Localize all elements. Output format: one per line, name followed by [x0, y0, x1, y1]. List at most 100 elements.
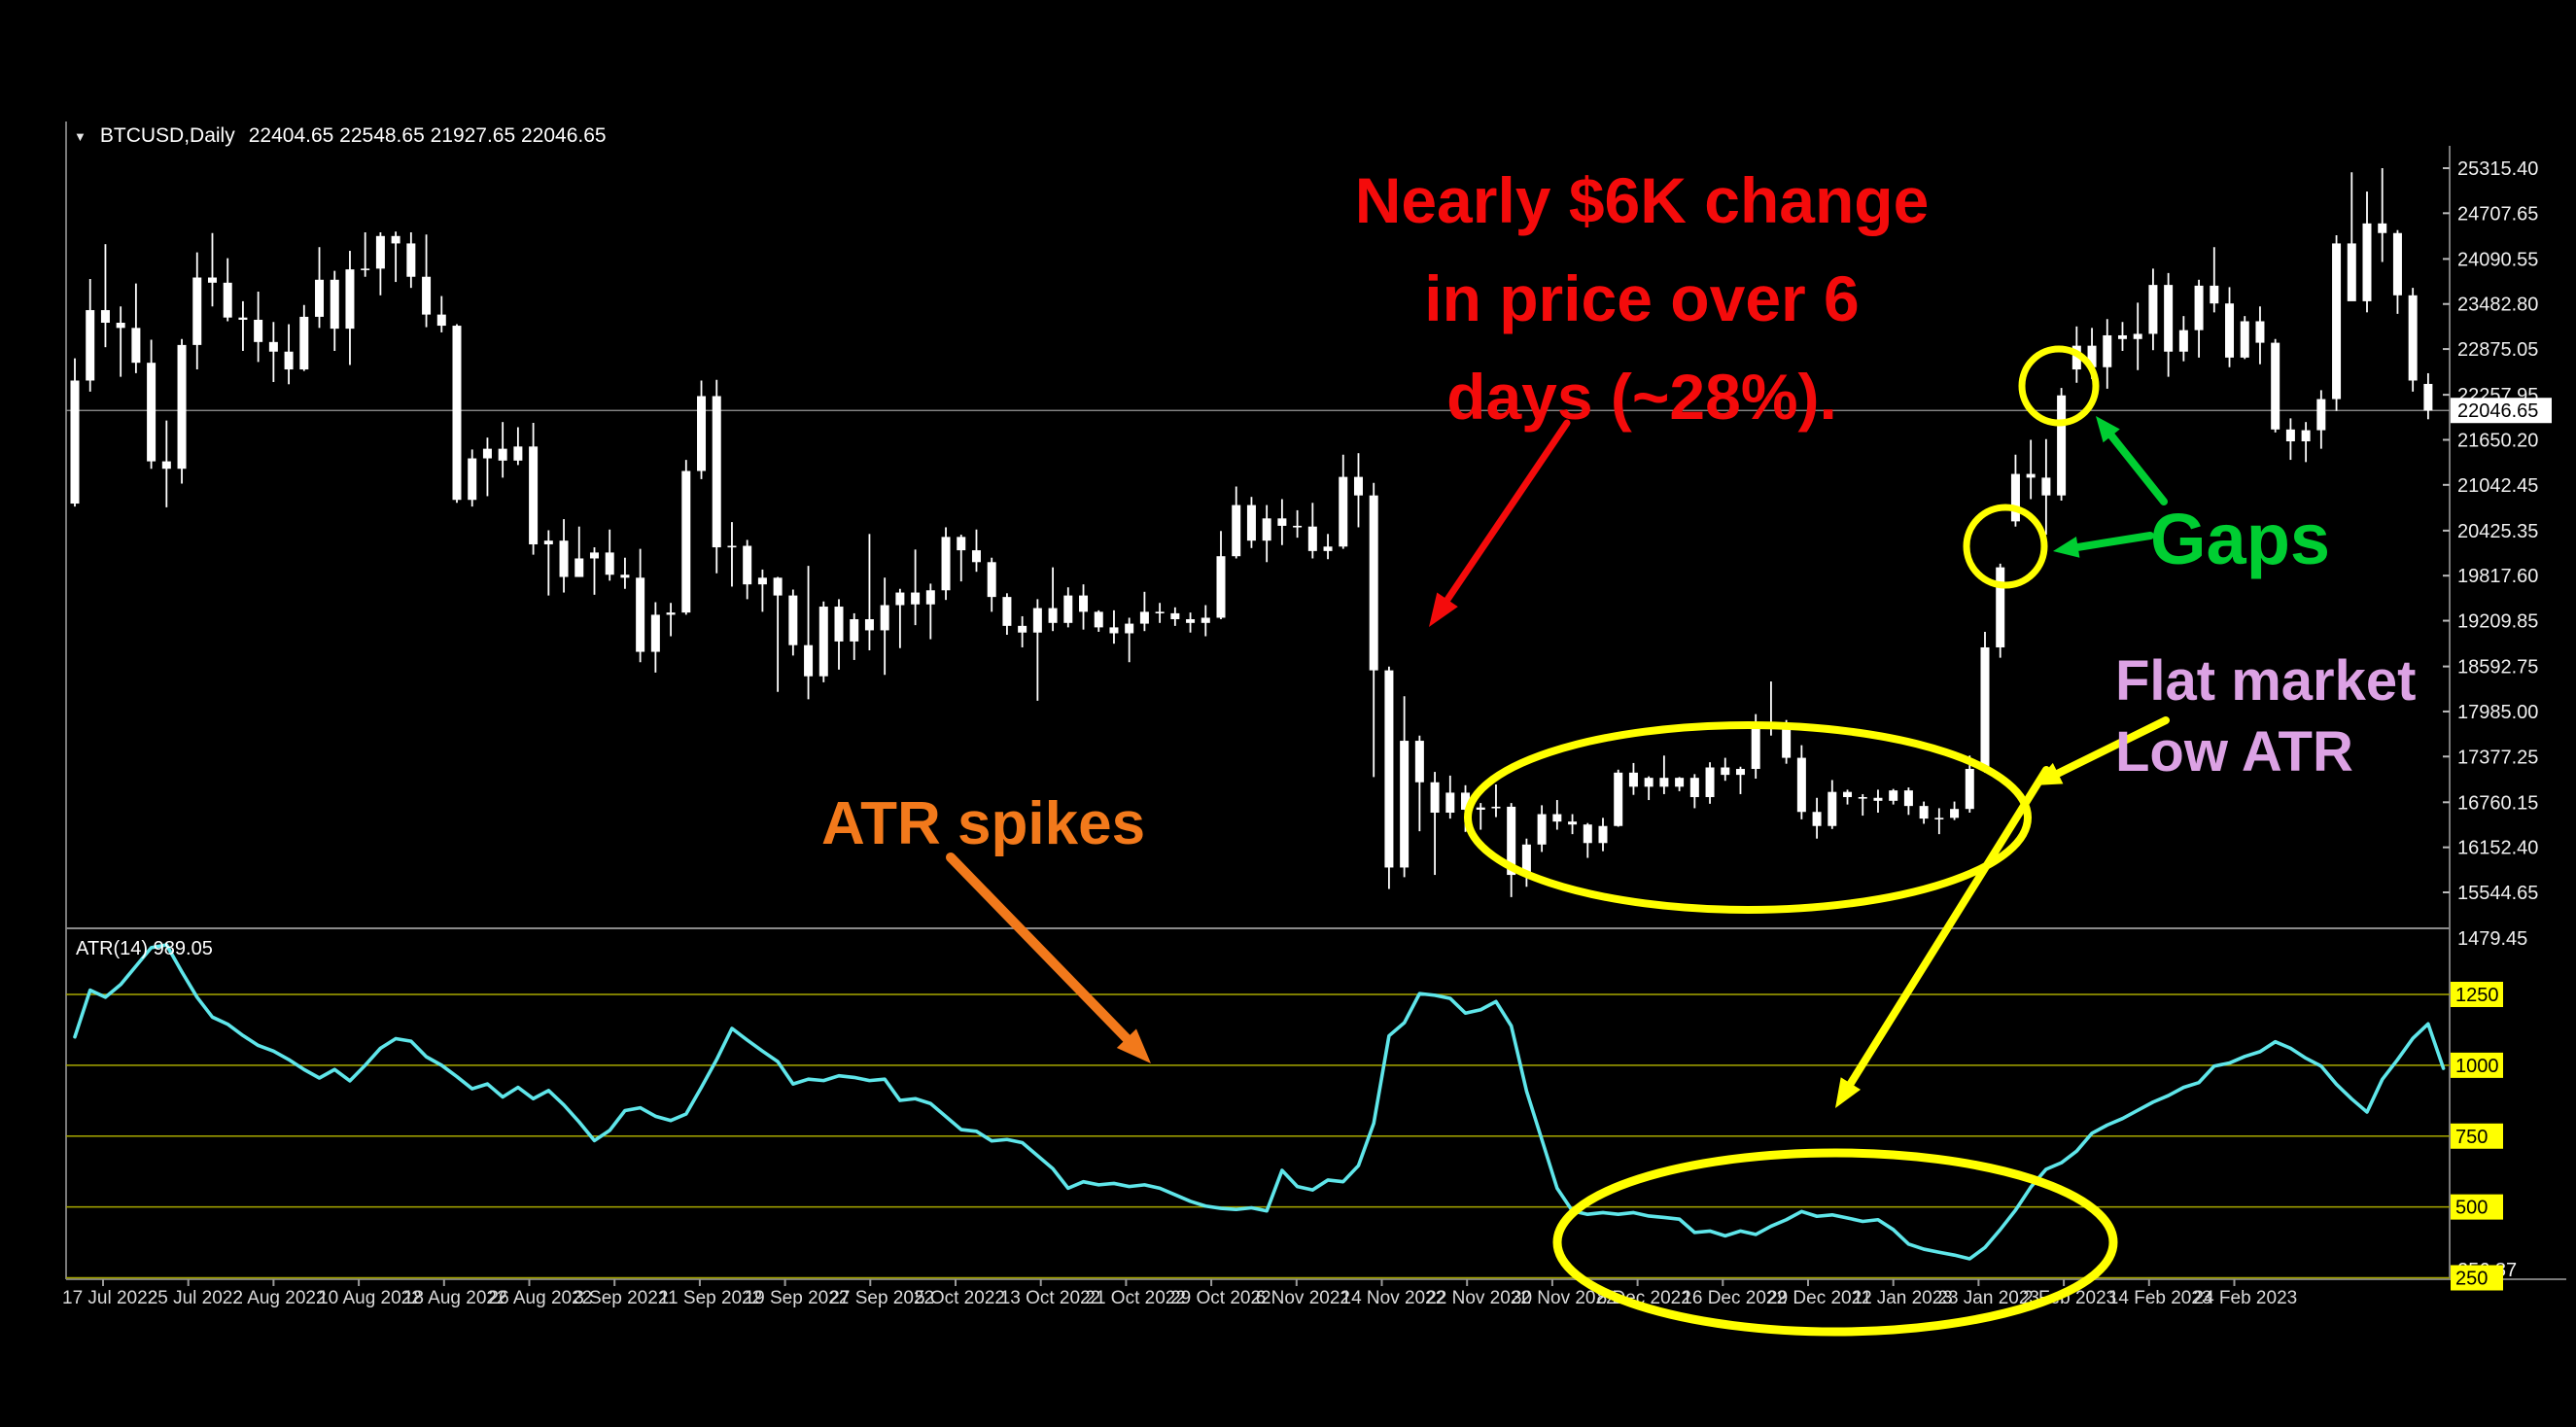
- annotation-price-change-line2: in price over 6: [1424, 262, 1860, 334]
- date-label: 22 Nov 2022: [1426, 1288, 1531, 1308]
- candle-body: [773, 577, 783, 596]
- candle-body: [697, 396, 707, 471]
- candle-body: [2225, 303, 2235, 358]
- candle-body: [192, 277, 202, 345]
- candle-body: [1293, 525, 1303, 528]
- date-label: 27 Sep 2022: [829, 1288, 934, 1308]
- candle-body: [1032, 608, 1042, 633]
- candle-body: [1889, 790, 1898, 801]
- candle-body: [2210, 285, 2219, 304]
- candle-body: [70, 380, 80, 505]
- candle-body: [1614, 772, 1623, 826]
- candle-body: [1689, 778, 1699, 797]
- candle-body: [375, 235, 385, 269]
- gaps-arrow-upper-head: [2096, 416, 2120, 443]
- candle-body: [2240, 321, 2249, 358]
- candle-body: [1903, 790, 1913, 807]
- candle-body: [1445, 792, 1455, 814]
- candle-body: [1018, 625, 1027, 633]
- price-label: 16152.40: [2457, 838, 2538, 859]
- atr-level-label: 1000: [2455, 1056, 2499, 1077]
- candle-body: [1537, 814, 1547, 845]
- candle-body: [1812, 812, 1822, 826]
- candle-body: [1277, 518, 1287, 526]
- candle-body: [925, 590, 935, 605]
- candle-body: [1384, 670, 1394, 868]
- date-label: 16 Dec 2022: [1682, 1288, 1787, 1308]
- candle-body: [268, 341, 278, 352]
- symbol-dropdown-icon[interactable]: ▼: [74, 128, 87, 144]
- candle-body: [2285, 429, 2295, 442]
- candle-body: [2378, 223, 2387, 233]
- price-label: 18592.75: [2457, 657, 2538, 679]
- candle-body: [2148, 285, 2158, 334]
- candle-body: [422, 276, 432, 315]
- date-label: 26 Aug 2022: [489, 1288, 593, 1308]
- price-label: 17985.00: [2457, 702, 2538, 723]
- candle-body: [2423, 383, 2433, 411]
- candle-body: [1491, 806, 1501, 809]
- candle-body: [712, 396, 721, 548]
- date-label: 13 Oct 2022: [1000, 1288, 1101, 1308]
- current-price-label: 22046.65: [2457, 400, 2538, 422]
- candle-body: [2117, 334, 2127, 339]
- candle-body: [529, 446, 539, 544]
- candle-body: [1796, 757, 1806, 813]
- candle-body: [666, 612, 676, 615]
- price-label: 21042.45: [2457, 475, 2538, 497]
- atr-indicator-label: ATR(14) 989.05: [76, 938, 213, 959]
- gaps-arrow-upper-shaft: [2107, 432, 2168, 505]
- atr-level-badge: [2451, 1123, 2503, 1149]
- candle-body: [2010, 473, 2020, 522]
- candle-body: [1414, 741, 1424, 783]
- candle-body: [100, 310, 110, 324]
- candle-body: [1996, 567, 2005, 647]
- candle-body: [1628, 772, 1638, 787]
- atr-level-label: 500: [2455, 1198, 2488, 1219]
- date-label: 11 Jan 2023: [1853, 1288, 1953, 1308]
- candle-body: [987, 562, 996, 598]
- price-label: 22875.05: [2457, 339, 2538, 361]
- candle-body: [2087, 345, 2097, 367]
- price-change-arrow-shaft: [1444, 419, 1571, 604]
- annotation-price-change-line1: Nearly $6K change: [1354, 164, 1930, 236]
- candle-body: [1139, 611, 1149, 624]
- candle-body: [2133, 333, 2142, 339]
- date-label: 21 Oct 2022: [1085, 1288, 1186, 1308]
- candle-body: [361, 268, 370, 270]
- candle-body: [299, 316, 309, 370]
- candle-body: [498, 448, 507, 461]
- candle-body: [636, 577, 645, 652]
- candle-body: [1125, 623, 1134, 634]
- candle-body: [1048, 608, 1058, 623]
- candle-body: [1644, 778, 1654, 787]
- candle-body: [574, 558, 584, 577]
- candle-body: [2178, 330, 2188, 352]
- atr-level-badge: [2451, 982, 2503, 1007]
- candle-body: [207, 277, 217, 283]
- candle-body: [391, 235, 400, 244]
- atr-spikes-arrow-shaft: [946, 853, 1131, 1044]
- candle-body: [788, 595, 798, 645]
- candle-body: [1568, 821, 1578, 825]
- candle-body: [1094, 611, 1103, 628]
- annotation-price-change-line3: days (~28%).: [1446, 361, 1837, 433]
- chart-symbol-label: BTCUSD,Daily: [99, 124, 235, 147]
- candle-body: [1155, 611, 1165, 613]
- candle-body: [452, 326, 462, 501]
- annotation-flat-market-line1: Flat market: [2115, 649, 2417, 713]
- flat-market-arrow-shaft: [2054, 716, 2170, 778]
- candle-body: [957, 537, 966, 551]
- candle-body: [1675, 778, 1685, 787]
- candle-body: [1353, 476, 1363, 496]
- date-label: 29 Oct 2022: [1170, 1288, 1271, 1308]
- candle-body: [1950, 809, 1960, 818]
- candle-body: [513, 446, 523, 461]
- candle-body: [2071, 345, 2081, 370]
- gap-circle-upper: [2018, 345, 2100, 427]
- candle-body: [1552, 814, 1562, 822]
- annotation-price-change: Nearly $6K change in price over 6 days (…: [1281, 152, 2002, 446]
- candle-body: [1369, 495, 1378, 671]
- atr-level-badge: [2451, 1052, 2503, 1078]
